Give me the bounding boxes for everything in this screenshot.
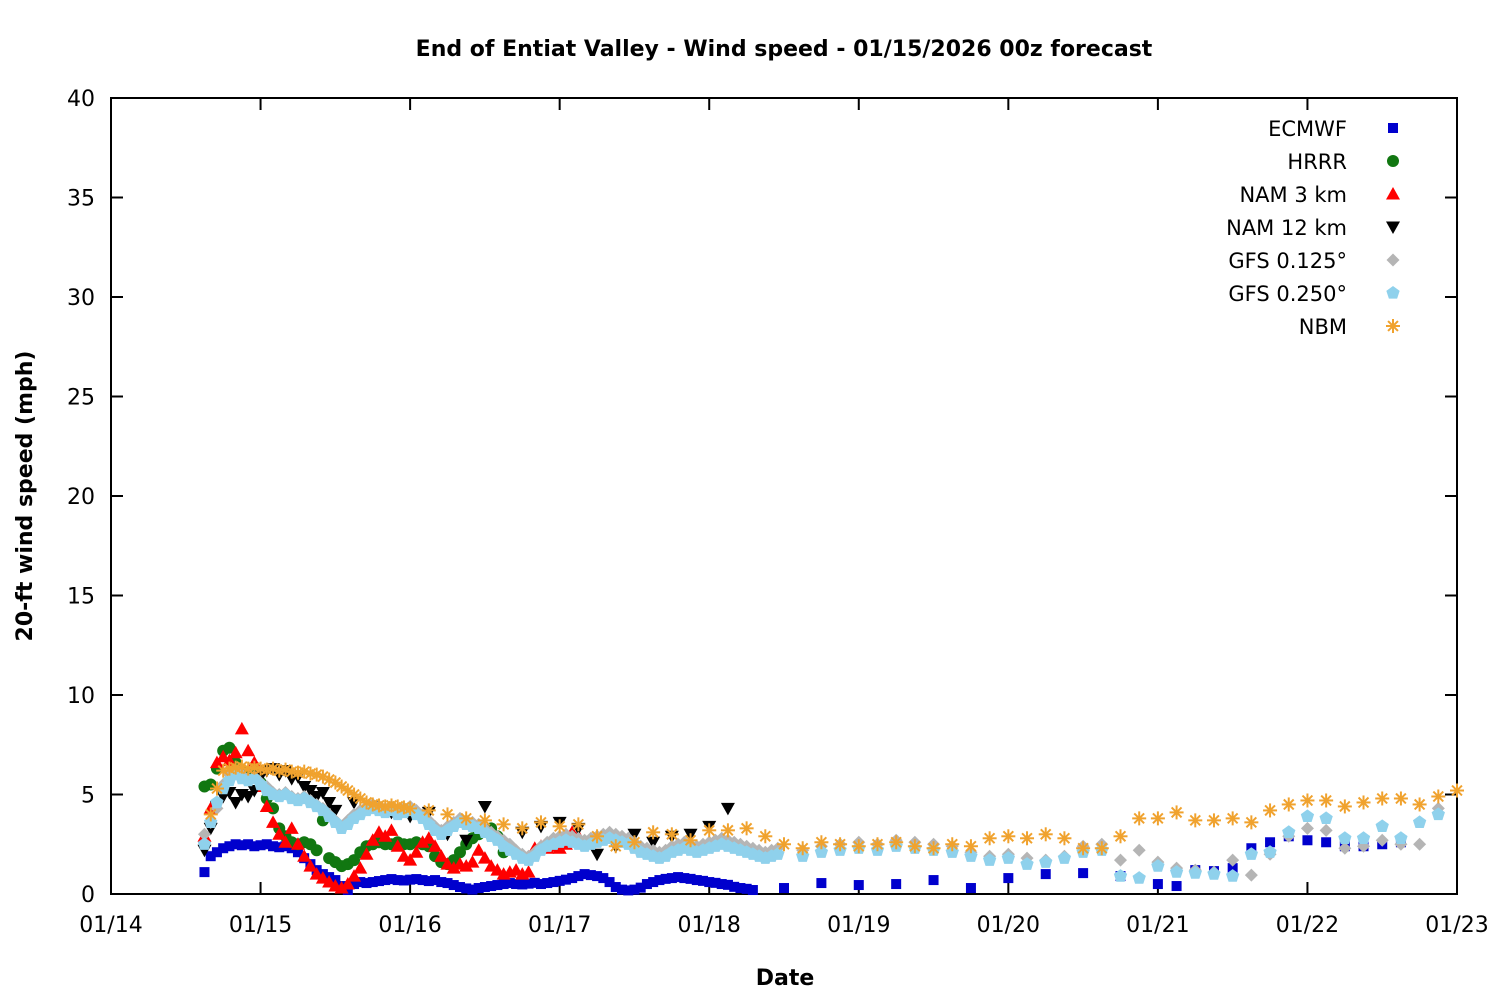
y-tick-label: 35 [67,187,95,212]
legend-item-ecmwf: ECMWF [1268,117,1398,141]
legend-label: HRRR [1287,150,1347,174]
legend: ECMWF HRRR NAM 3 km NAM 12 km GFS 0.125° GFS … [1226,117,1400,339]
legend-item-gfs-0-125-: GFS 0.125° [1228,249,1400,273]
y-tick-label: 25 [67,386,95,411]
x-tick-label: 01/14 [79,913,142,938]
ecmwf-marker-icon [1388,123,1398,133]
plot-series [197,721,1464,896]
nam-12-km-marker-icon [1386,221,1400,234]
x-tick-label: 01/22 [1276,913,1339,938]
legend-item-nam-12-km: NAM 12 km [1226,216,1400,240]
y-tick-label: 10 [67,684,95,709]
x-tick-label: 01/17 [528,913,591,938]
legend-item-gfs-0-250-: GFS 0.250° [1228,282,1400,306]
legend-label: ECMWF [1268,117,1347,141]
nbm-marker-icon [1386,319,1400,333]
y-tick-label: 5 [81,784,95,809]
gfs-0-125--marker-icon [1386,253,1400,267]
x-tick-label: 01/16 [378,913,441,938]
legend-label: NBM [1299,315,1347,339]
legend-label: GFS 0.250° [1228,282,1347,306]
y-tick-label: 40 [67,87,95,112]
x-tick-label: 01/20 [977,913,1040,938]
y-axis-label: 20-ft wind speed (mph) [13,351,38,642]
legend-item-nbm: NBM [1299,315,1400,339]
y-tick-label: 15 [67,585,95,610]
chart-title: End of Entiat Valley - Wind speed - 01/1… [416,37,1153,62]
legend-item-nam-3-km: NAM 3 km [1239,183,1400,207]
legend-item-hrrr: HRRR [1287,150,1399,174]
legend-label: NAM 12 km [1226,216,1347,240]
series-gfs-0-250- [197,767,1445,884]
x-tick-label: 01/18 [678,913,741,938]
y-tick-label: 0 [81,883,95,908]
legend-label: GFS 0.125° [1228,249,1347,273]
x-tick-label: 01/23 [1425,913,1488,938]
legend-label: NAM 3 km [1239,183,1347,207]
x-tick-label: 01/15 [229,913,292,938]
y-tick-label: 20 [67,485,95,510]
nam-3-km-marker-icon [1386,187,1400,200]
plot-axes: 01/14 01/15 01/16 01/17 01/18 01/19 01/20 01/21… [67,87,1489,938]
x-axis-label: Date [756,966,815,991]
series-nbm [203,759,1464,856]
hrrr-marker-icon [1387,155,1399,167]
x-tick-label: 01/21 [1126,913,1189,938]
gfs-0-250--marker-icon [1386,286,1400,299]
y-tick-label: 30 [67,286,95,311]
x-tick-label: 01/19 [827,913,890,938]
